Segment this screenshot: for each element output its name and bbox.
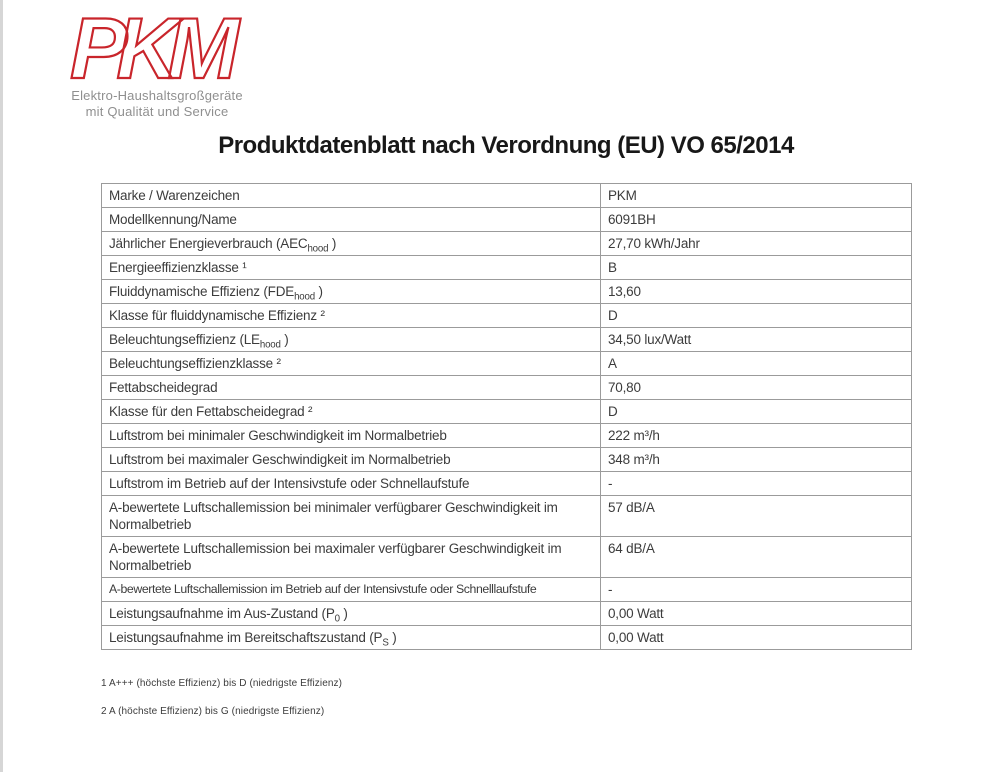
table-row: Jährlicher Energieverbrauch (AEChood ) 27…	[101, 231, 912, 256]
spec-label-cell: Modellkennung/Name	[101, 207, 601, 232]
footnote-2: 2 A (höchste Effizienz) bis G (niedrigst…	[101, 706, 325, 717]
logo-subtitle-1: Elektro-Haushaltsgroßgeräte	[71, 88, 243, 103]
spec-label-cell: A-bewertete Luftschallemission im Betrie…	[101, 577, 601, 602]
spec-value-cell: 34,50 lux/Watt	[600, 327, 912, 352]
footnote-1: 1 A+++ (höchste Effizienz) bis D (niedri…	[101, 678, 343, 689]
spec-value-cell: 0,00 Watt	[600, 601, 912, 626]
spec-value-cell: 6091BH	[600, 207, 912, 232]
spec-value-cell: 348 m³/h	[600, 447, 912, 472]
table-row: A-bewertete Luftschallemission bei maxim…	[101, 536, 912, 578]
page-title: Produktdatenblatt nach Verordnung (EU) V…	[218, 132, 794, 159]
spec-label-cell: Luftstrom bei maximaler Geschwindigkeit …	[101, 447, 601, 472]
table-row: Modellkennung/Name 6091BH	[101, 207, 912, 232]
spec-label-cell: Klasse für fluiddynamische Effizienz ²	[101, 303, 601, 328]
table-row: Luftstrom im Betrieb auf der Intensivstu…	[101, 471, 912, 496]
spec-label-cell: Jährlicher Energieverbrauch (AEChood )	[101, 231, 601, 256]
product-data-table-body: Marke / Warenzeichen PKM Modellkennung/Nam…	[101, 183, 912, 650]
table-row: Beleuchtungseffizienz (LEhood ) 34,50 lux…	[101, 327, 912, 352]
spec-label-cell: Marke / Warenzeichen	[101, 183, 601, 208]
spec-label-cell: Leistungsaufnahme im Bereitschaftszustan…	[101, 625, 601, 650]
spec-value-cell: 64 dB/A	[600, 536, 912, 578]
spec-label-cell: A-bewertete Luftschallemission bei maxim…	[101, 536, 601, 578]
spec-label-cell: Beleuchtungseffizienzklasse ²	[101, 351, 601, 376]
spec-label-cell: A-bewertete Luftschallemission bei minim…	[101, 495, 601, 537]
spec-label-cell: Leistungsaufnahme im Aus-Zustand (P0 )	[101, 601, 601, 626]
pkm-logo: PKM Elektro-Haushaltsgroßgeräte mit Qual…	[62, 4, 252, 120]
spec-value-cell: 70,80	[600, 375, 912, 400]
pkm-logo-mark-icon: PKM	[69, 4, 252, 96]
table-row: Luftstrom bei minimaler Geschwindigkeit …	[101, 423, 912, 448]
table-row: Marke / Warenzeichen PKM	[101, 183, 912, 208]
footnotes: 1 A+++ (höchste Effizienz) bis D (niedri…	[101, 678, 342, 734]
spec-value-cell: 222 m³/h	[600, 423, 912, 448]
spec-value-cell: 13,60	[600, 279, 912, 304]
spec-value-cell: 0,00 Watt	[600, 625, 912, 650]
spec-label-cell: Beleuchtungseffizienz (LEhood )	[101, 327, 601, 352]
table-row: A-bewertete Luftschallemission im Betrie…	[101, 577, 912, 602]
spec-value-cell: D	[600, 399, 912, 424]
product-data-table: Marke / Warenzeichen PKM Modellkennung/Nam…	[101, 183, 912, 650]
table-row: Leistungsaufnahme im Aus-Zustand (P0 ) 0,…	[101, 601, 912, 626]
spec-value-cell: D	[600, 303, 912, 328]
spec-label-cell: Energieeffizienzklasse ¹	[101, 255, 601, 280]
spec-label-cell: Fluiddynamische Effizienz (FDEhood )	[101, 279, 601, 304]
spec-label-cell: Klasse für den Fettabscheidegrad ²	[101, 399, 601, 424]
spec-value-cell: -	[600, 471, 912, 496]
spec-label-cell: Luftstrom im Betrieb auf der Intensivstu…	[101, 471, 601, 496]
table-row: Fettabscheidegrad 70,80	[101, 375, 912, 400]
spec-value-cell: B	[600, 255, 912, 280]
spec-value-cell: A	[600, 351, 912, 376]
window-left-edge	[0, 0, 3, 772]
pkm-logo-text: PKM	[70, 4, 241, 96]
table-row: Fluiddynamische Effizienz (FDEhood ) 13,6…	[101, 279, 912, 304]
spec-value-cell: PKM	[600, 183, 912, 208]
spec-label-cell: Luftstrom bei minimaler Geschwindigkeit …	[101, 423, 601, 448]
spec-value-cell: 57 dB/A	[600, 495, 912, 537]
table-row: Leistungsaufnahme im Bereitschaftszustan…	[101, 625, 912, 650]
spec-value-cell: 27,70 kWh/Jahr	[600, 231, 912, 256]
spec-value-cell: -	[600, 577, 912, 602]
table-row: A-bewertete Luftschallemission bei minim…	[101, 495, 912, 537]
spec-label-cell: Fettabscheidegrad	[101, 375, 601, 400]
logo-subtitle-2: mit Qualität und Service	[85, 104, 229, 119]
table-row: Luftstrom bei maximaler Geschwindigkeit …	[101, 447, 912, 472]
